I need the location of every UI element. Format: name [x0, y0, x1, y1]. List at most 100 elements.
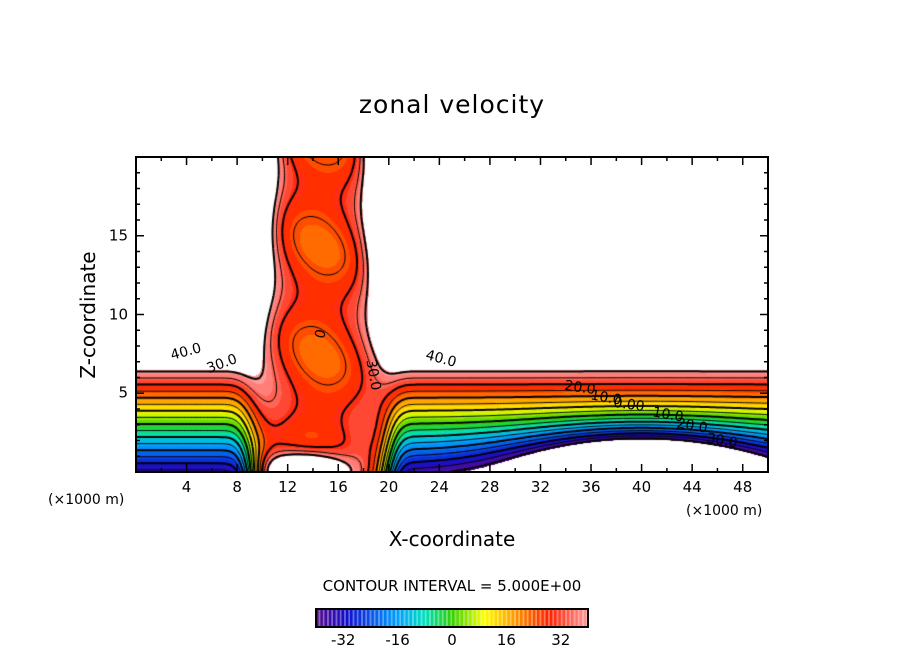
colorbar-tick-label: -32: [330, 631, 356, 649]
x-tick-label: 4: [181, 478, 192, 496]
colorbar-stripe: [412, 609, 414, 627]
colorbar-swatch: [579, 609, 584, 627]
colorbar-stripe: [399, 609, 401, 627]
colorbar-swatch: [473, 609, 478, 627]
colorbar-stripe: [344, 609, 346, 627]
x-tick-label: 8: [232, 478, 242, 496]
colorbar-stripe: [535, 609, 537, 627]
colorbar-swatch: [354, 609, 359, 627]
colorbar-stripe: [565, 609, 567, 627]
colorbar-swatch: [375, 609, 380, 627]
colorbar-stripe: [416, 609, 418, 627]
colorbar-stripe: [518, 609, 520, 627]
x-tick-label: 36: [581, 478, 601, 496]
colorbar-swatch: [562, 609, 567, 627]
colorbar-stripe: [386, 609, 389, 627]
plot-frame: [135, 156, 769, 473]
colorbar-stripe: [514, 609, 516, 627]
colorbar-stripe: [573, 609, 576, 627]
colorbar-swatch: [396, 609, 401, 627]
colorbar-swatch: [524, 609, 529, 627]
colorbar-tick-label: -16: [385, 631, 410, 649]
x-tick-label: 24: [429, 478, 449, 496]
colorbar-swatch: [532, 609, 537, 627]
colorbar-stripe: [577, 609, 580, 627]
colorbar-stripe: [582, 609, 584, 627]
colorbar-stripe: [373, 609, 376, 627]
colorbar-tick-label: 32: [551, 631, 571, 649]
colorbar-stripe: [395, 609, 397, 627]
colorbar-swatch: [320, 609, 325, 627]
colorbar-stripe: [531, 609, 533, 627]
colorbar-swatch: [460, 609, 465, 627]
colorbar-swatch: [409, 609, 414, 627]
colorbar-swatch: [337, 609, 342, 627]
y-tick-label: 15: [108, 226, 128, 245]
colorbar-stripe: [492, 609, 495, 627]
colorbar-stripe: [569, 609, 571, 627]
colorbar-swatch: [328, 609, 333, 627]
chart-title: zonal velocity: [358, 90, 546, 119]
colorbar-swatch: [401, 609, 406, 627]
colorbar-swatch: [515, 609, 520, 627]
colorbar-swatch: [443, 609, 448, 627]
colorbar-stripe: [407, 609, 410, 627]
colorbar-stripe: [497, 609, 499, 627]
x-unit-right: (×1000 m): [686, 503, 763, 519]
colorbar-swatch: [371, 609, 376, 627]
colorbar-stripe: [420, 609, 423, 627]
colorbar-swatch: [456, 609, 461, 627]
colorbar-swatch: [345, 609, 350, 627]
colorbar-swatch: [452, 609, 457, 627]
colorbar-stripe: [322, 609, 325, 627]
colorbar-stripe: [471, 609, 474, 627]
colorbar-stripe: [348, 609, 350, 627]
colorbar-swatch: [430, 609, 435, 627]
colorbar-stripe: [335, 609, 338, 627]
colorbar-swatch: [469, 609, 474, 627]
colorbar-swatch: [486, 609, 491, 627]
colorbar-stripe: [390, 609, 393, 627]
colorbar-stripe: [437, 609, 440, 627]
colorbar-swatch: [435, 609, 440, 627]
colorbar-stripe: [382, 609, 384, 627]
colorbar-stripe: [480, 609, 482, 627]
colorbar-stripe: [441, 609, 444, 627]
colorbar-swatch: [583, 609, 588, 627]
colorbar-stripe: [403, 609, 406, 627]
colorbar-swatch: [464, 609, 469, 627]
colorbar-stripe: [424, 609, 427, 627]
y-tick-label: 10: [108, 305, 128, 323]
colorbar-stripe: [556, 609, 559, 627]
colorbar-stripe: [450, 609, 452, 627]
colorbar-swatch: [575, 609, 580, 627]
colorbar-stripe: [475, 609, 478, 627]
colorbar-swatch: [498, 609, 503, 627]
x-unit-left: (×1000 m): [48, 492, 125, 508]
colorbar-swatch: [418, 609, 423, 627]
colorbar-swatch: [477, 609, 482, 627]
x-tick-label: 32: [530, 478, 551, 496]
colorbar-stripe: [331, 609, 333, 627]
colorbar-stripe: [501, 609, 503, 627]
colorbar-stripe: [352, 609, 355, 627]
colorbar-tick-label: 0: [447, 631, 457, 649]
colorbar-swatch: [388, 609, 393, 627]
colorbar-stripe: [548, 609, 550, 627]
colorbar-swatch: [447, 609, 452, 627]
y-tick-label: 5: [118, 383, 128, 402]
colorbar-swatch: [439, 609, 444, 627]
colorbar-stripe: [433, 609, 435, 627]
colorbar-swatch: [384, 609, 389, 627]
x-tick-label: 28: [480, 478, 500, 496]
colorbar-frame: [315, 608, 589, 628]
colorbar-stripe: [539, 609, 542, 627]
colorbar-stripe: [484, 609, 486, 627]
colorbar-swatch: [379, 609, 384, 627]
colorbar-swatch: [358, 609, 363, 627]
colorbar-swatch: [333, 609, 338, 627]
x-tick-label: 48: [733, 478, 753, 496]
colorbar-stripe: [560, 609, 563, 627]
